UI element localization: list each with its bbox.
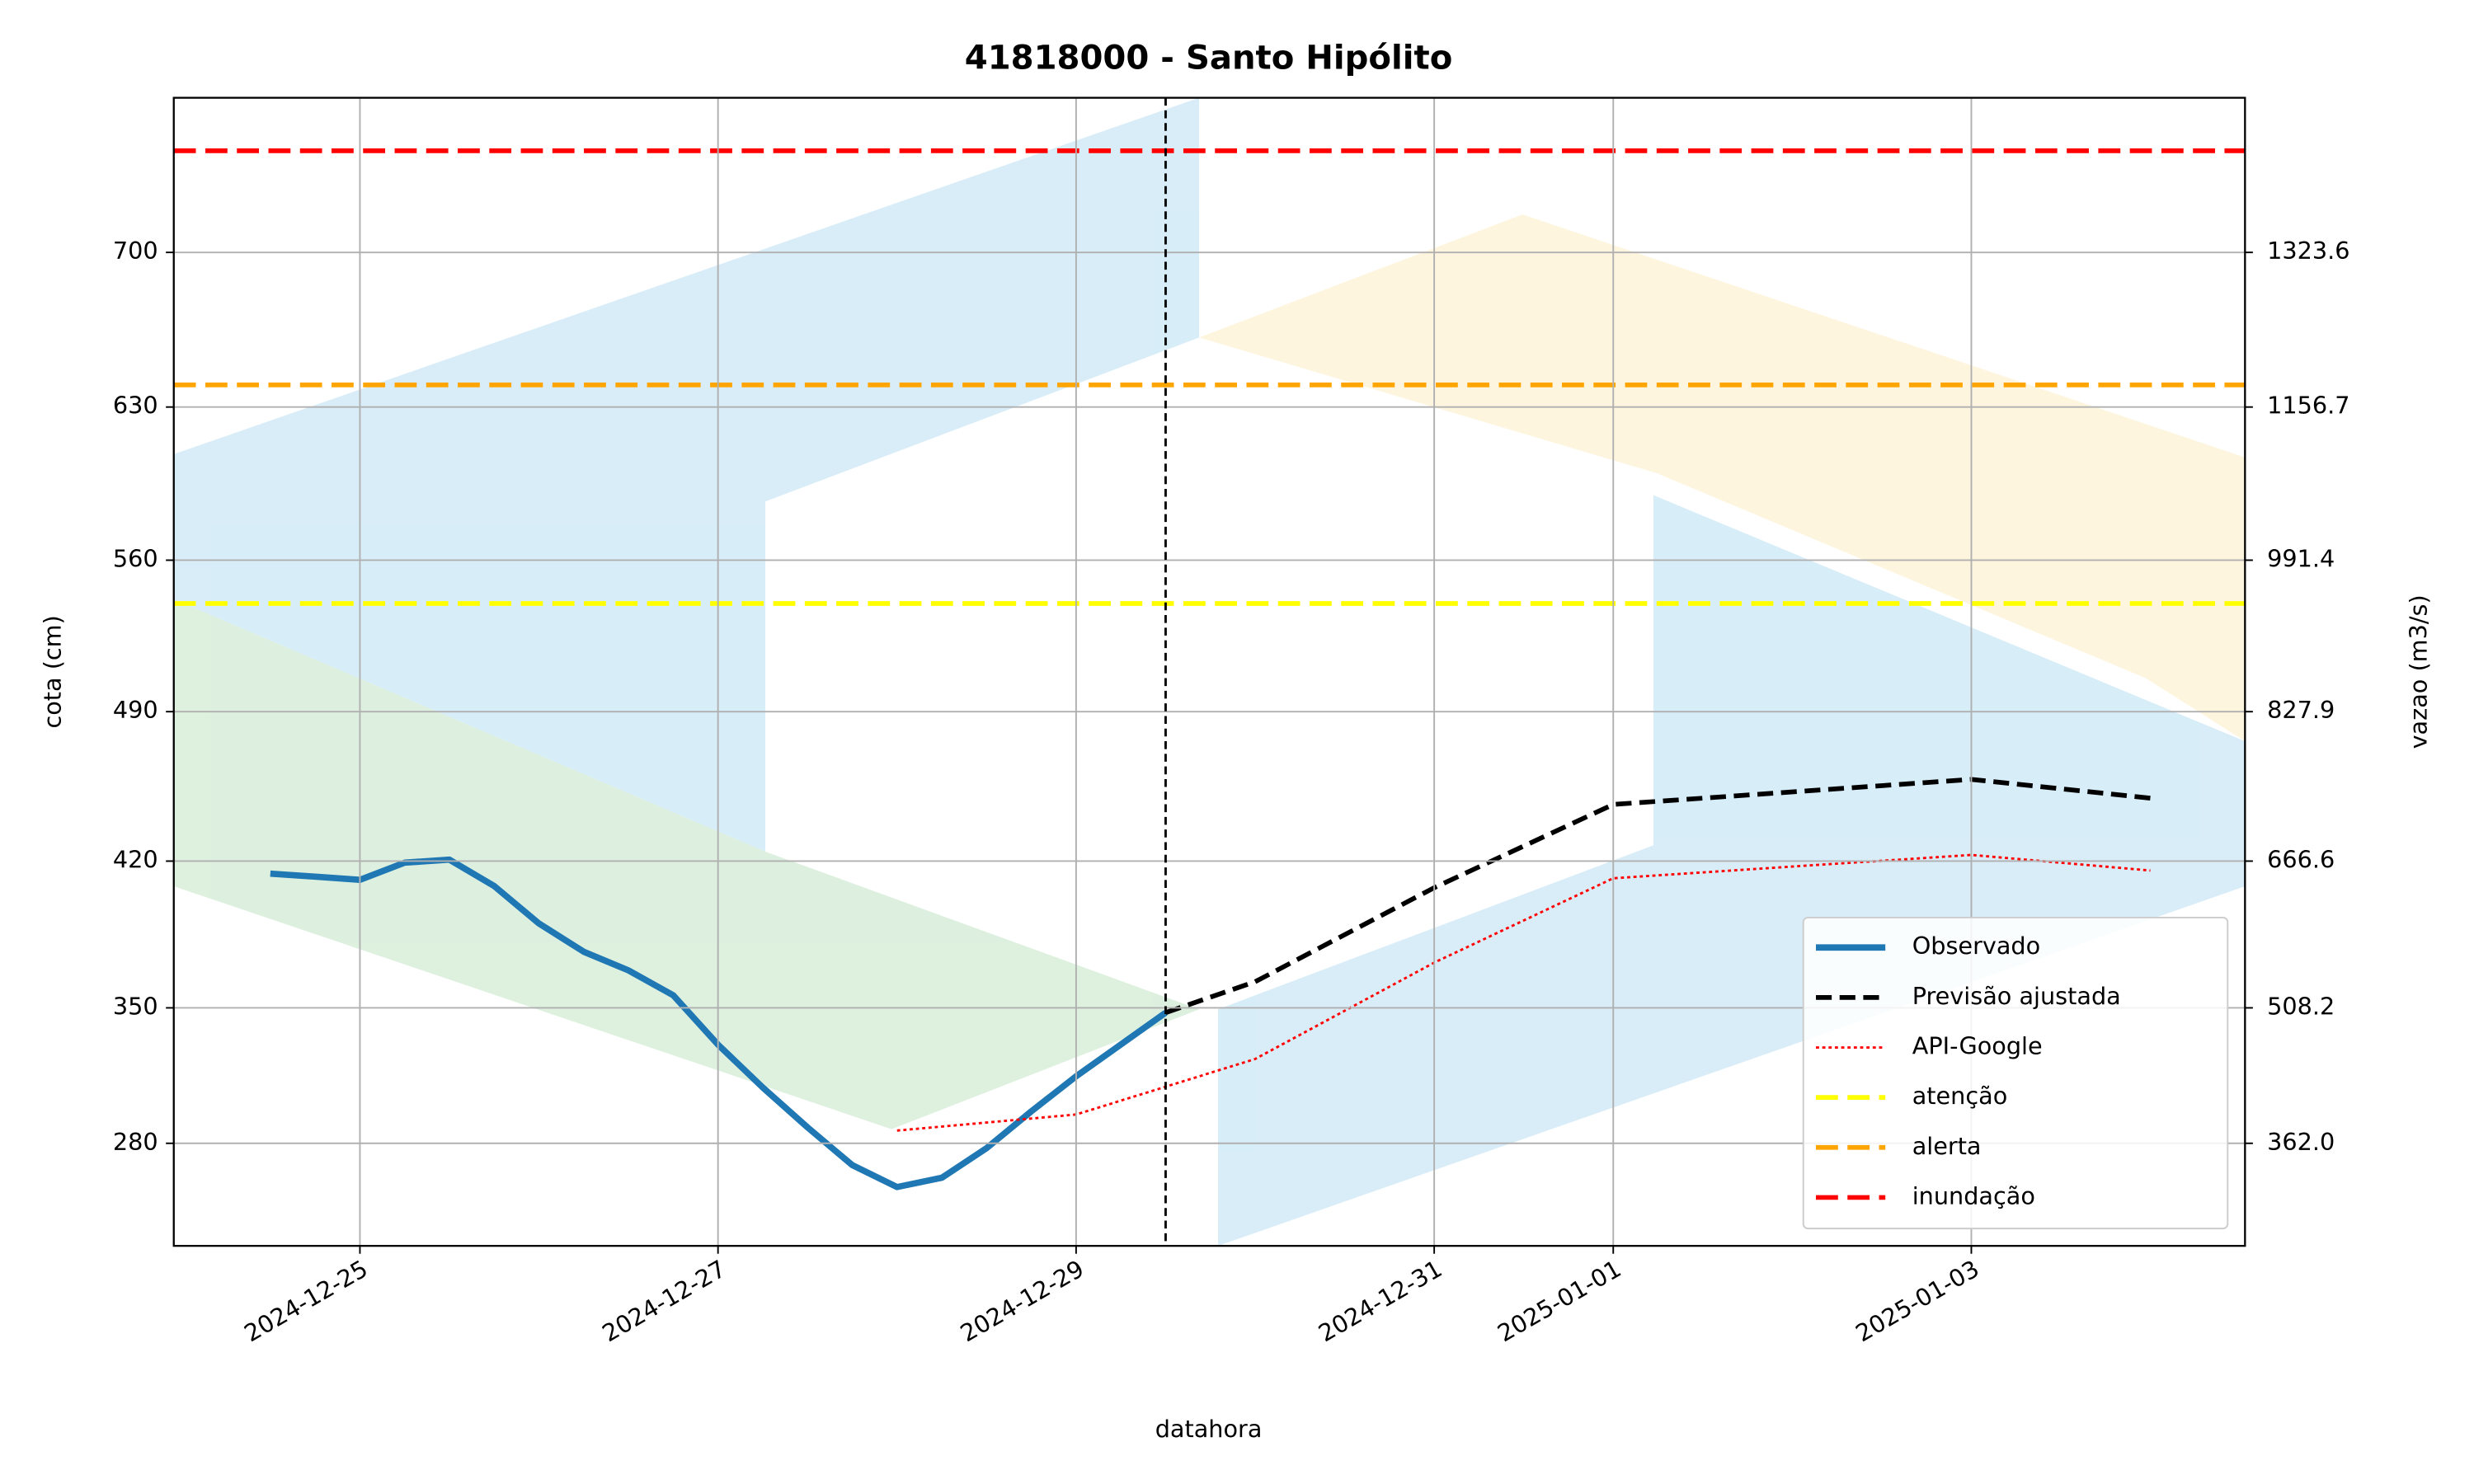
y2-axis-label: vazao (m3/s) xyxy=(2405,594,2433,749)
legend-label: inundação xyxy=(1912,1181,2035,1209)
y2-tick-label: 827.9 xyxy=(2267,696,2335,724)
legend-box xyxy=(1802,916,2229,1230)
legend-label: atenção xyxy=(1912,1082,2008,1110)
y-tick-label: 630 xyxy=(113,392,158,420)
legend-label: API-Google xyxy=(1912,1032,2043,1060)
y-tick-label: 560 xyxy=(113,544,158,572)
x-tick-label: 2024-12-27 xyxy=(597,1254,730,1347)
y-tick-label: 490 xyxy=(113,696,158,724)
y-tick-label: 280 xyxy=(113,1128,158,1156)
y2-tick-label: 362.0 xyxy=(2267,1128,2335,1156)
x-axis-label: datahora xyxy=(1155,1415,1263,1443)
watermark xyxy=(173,97,2246,1247)
legend-label: Previsão ajustada xyxy=(1912,982,2121,1010)
y2-tick-label: 1323.6 xyxy=(2267,237,2349,265)
x-tick-label: 2024-12-31 xyxy=(1314,1254,1446,1347)
x-tick-label: 2025-01-01 xyxy=(1493,1254,1625,1347)
y-tick-label: 420 xyxy=(113,845,158,873)
plot-frame xyxy=(172,96,2246,1247)
x-tick-label: 2024-12-25 xyxy=(239,1254,372,1347)
y2-tick-label: 1156.7 xyxy=(2267,392,2349,420)
y-tick-label: 350 xyxy=(113,992,158,1020)
legend-label: alerta xyxy=(1912,1132,1982,1160)
series-line xyxy=(1164,777,2151,1015)
y2-tick-label: 508.2 xyxy=(2267,992,2335,1020)
y-axis-label: cota (cm) xyxy=(38,615,66,728)
y2-tick-label: 666.6 xyxy=(2267,845,2335,873)
y-tick-label: 700 xyxy=(113,237,158,265)
y2-tick-label: 991.4 xyxy=(2267,544,2335,572)
legend-label: Observado xyxy=(1912,932,2041,960)
legend: Observado Previsão ajustada API-Google aten… xyxy=(1802,916,2229,1230)
x-tick-label: 2025-01-03 xyxy=(1851,1254,1983,1347)
chart-title: 41818000 - Santo Hipólito xyxy=(965,40,1453,77)
x-tick-label: 2024-12-29 xyxy=(956,1254,1089,1347)
